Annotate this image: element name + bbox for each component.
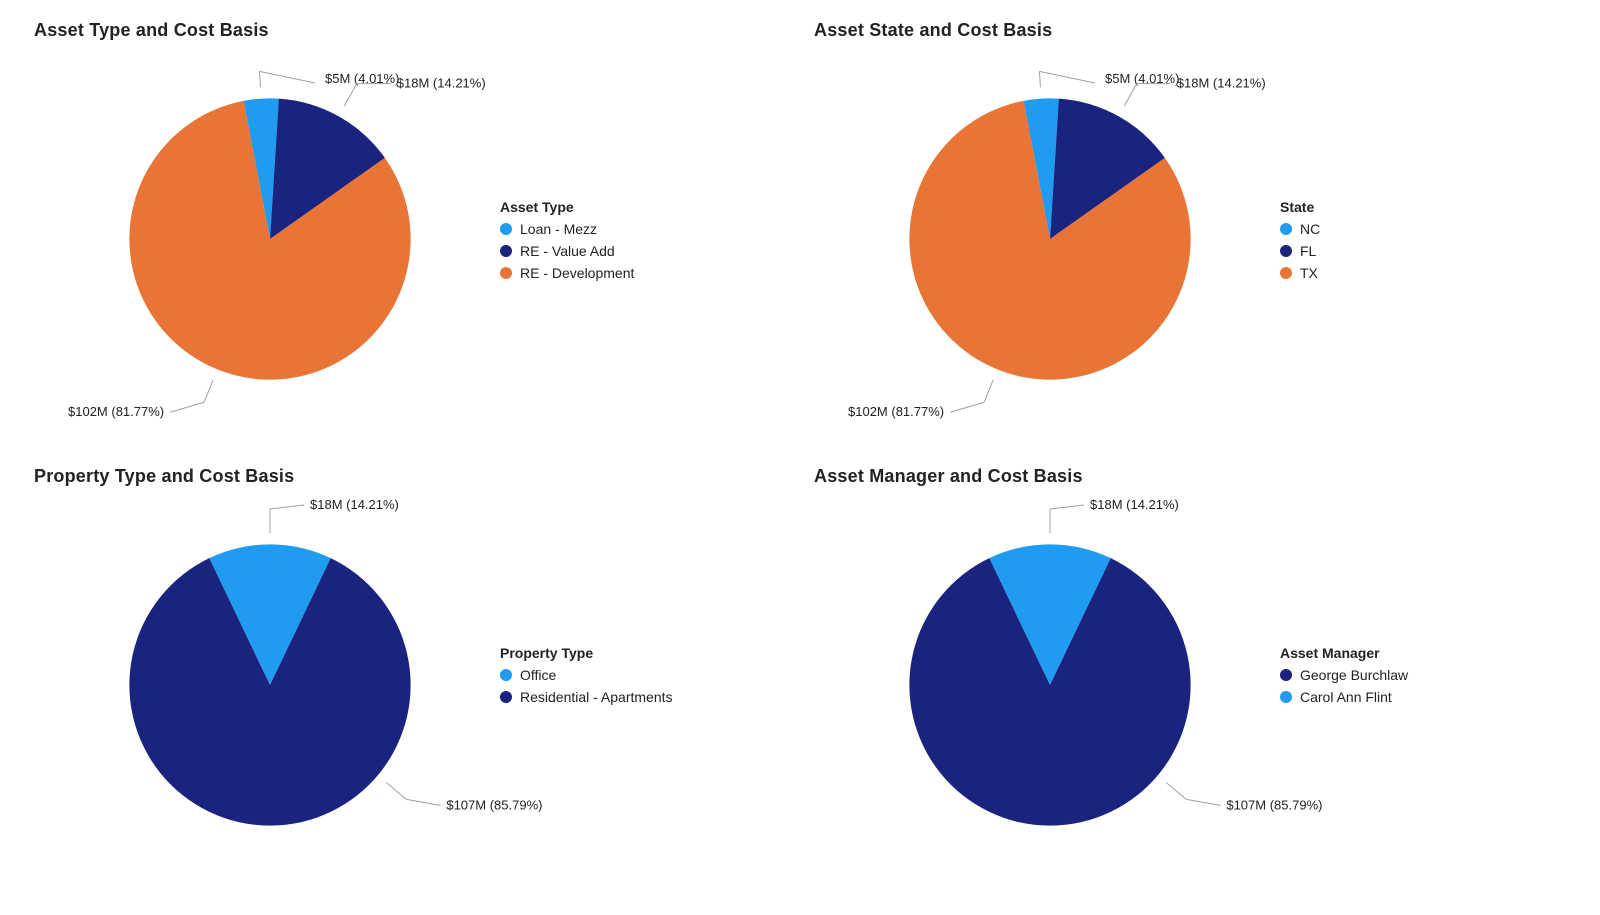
pie-chart[interactable] xyxy=(900,89,1200,389)
legend-item[interactable]: George Burchlaw xyxy=(1280,667,1408,683)
legend-label: Residential - Apartments xyxy=(520,689,673,705)
legend-swatch xyxy=(500,245,512,257)
legend-item[interactable]: Loan - Mezz xyxy=(500,221,634,237)
legend-label: Office xyxy=(520,667,556,683)
legend: Asset Manager George Burchlaw Carol Ann F… xyxy=(1280,645,1408,711)
callout-label: $102M (81.77%) xyxy=(848,404,944,419)
legend-swatch xyxy=(1280,267,1292,279)
legend-swatch xyxy=(1280,245,1292,257)
legend-item[interactable]: Office xyxy=(500,667,673,683)
legend-title: State xyxy=(1280,199,1320,215)
legend-items: NC FL TX xyxy=(1280,221,1320,281)
dashboard-grid: Asset Type and Cost Basis $5M (4.01%)$18… xyxy=(0,0,1600,912)
legend-label: FL xyxy=(1300,243,1316,259)
legend-swatch xyxy=(500,691,512,703)
legend-label: NC xyxy=(1300,221,1320,237)
panel-title: Asset State and Cost Basis xyxy=(814,20,1570,41)
panel-property-type: Property Type and Cost Basis $18M (14.21… xyxy=(20,456,800,902)
legend-item[interactable]: TX xyxy=(1280,265,1320,281)
legend-label: George Burchlaw xyxy=(1300,667,1408,683)
legend-item[interactable]: Residential - Apartments xyxy=(500,689,673,705)
pie-chart[interactable] xyxy=(120,89,420,389)
legend-items: Office Residential - Apartments xyxy=(500,667,673,705)
legend-swatch xyxy=(1280,223,1292,235)
callout-label: $107M (85.79%) xyxy=(1226,797,1322,812)
legend-item[interactable]: RE - Development xyxy=(500,265,634,281)
panel-asset-manager: Asset Manager and Cost Basis $18M (14.21… xyxy=(800,456,1580,902)
legend-label: TX xyxy=(1300,265,1318,281)
legend-swatch xyxy=(1280,669,1292,681)
legend-items: Loan - Mezz RE - Value Add RE - Developmen… xyxy=(500,221,634,281)
callout-label: $102M (81.77%) xyxy=(68,404,164,419)
callout-label: $5M (4.01%) xyxy=(325,71,399,86)
legend-title: Asset Manager xyxy=(1280,645,1408,661)
panel-asset-state: Asset State and Cost Basis $5M (4.01%)$1… xyxy=(800,10,1580,456)
callout-label: $18M (14.21%) xyxy=(310,497,399,512)
chart-area: $5M (4.01%)$18M (14.21%)$102M (81.77%) S… xyxy=(810,49,1570,429)
legend-title: Asset Type xyxy=(500,199,634,215)
legend-item[interactable]: NC xyxy=(1280,221,1320,237)
legend-label: RE - Value Add xyxy=(520,243,615,259)
legend-swatch xyxy=(500,223,512,235)
legend-swatch xyxy=(500,669,512,681)
callout-label: $107M (85.79%) xyxy=(446,797,542,812)
callout-label: $18M (14.21%) xyxy=(1090,497,1179,512)
chart-area: $18M (14.21%) $107M (85.79%) Property Typ… xyxy=(30,495,790,875)
legend-title: Property Type xyxy=(500,645,673,661)
chart-area: $18M (14.21%) $107M (85.79%) Asset Manage… xyxy=(810,495,1570,875)
legend: Asset Type Loan - Mezz RE - Value Add RE -… xyxy=(500,199,634,287)
pie-chart[interactable] xyxy=(900,535,1200,835)
panel-asset-type: Asset Type and Cost Basis $5M (4.01%)$18… xyxy=(20,10,800,456)
panel-title: Property Type and Cost Basis xyxy=(34,466,790,487)
legend-label: Loan - Mezz xyxy=(520,221,597,237)
chart-area: $5M (4.01%)$18M (14.21%)$102M (81.77%) A… xyxy=(30,49,790,429)
panel-title: Asset Manager and Cost Basis xyxy=(814,466,1570,487)
legend-item[interactable]: FL xyxy=(1280,243,1320,259)
legend: State NC FL TX xyxy=(1280,199,1320,287)
legend: Property Type Office Residential - Apartm… xyxy=(500,645,673,711)
legend-swatch xyxy=(500,267,512,279)
legend-items: George Burchlaw Carol Ann Flint xyxy=(1280,667,1408,705)
legend-item[interactable]: RE - Value Add xyxy=(500,243,634,259)
pie-chart[interactable] xyxy=(120,535,420,835)
legend-label: RE - Development xyxy=(520,265,634,281)
callout-label: $5M (4.01%) xyxy=(1105,71,1179,86)
panel-title: Asset Type and Cost Basis xyxy=(34,20,790,41)
legend-label: Carol Ann Flint xyxy=(1300,689,1392,705)
legend-swatch xyxy=(1280,691,1292,703)
legend-item[interactable]: Carol Ann Flint xyxy=(1280,689,1408,705)
